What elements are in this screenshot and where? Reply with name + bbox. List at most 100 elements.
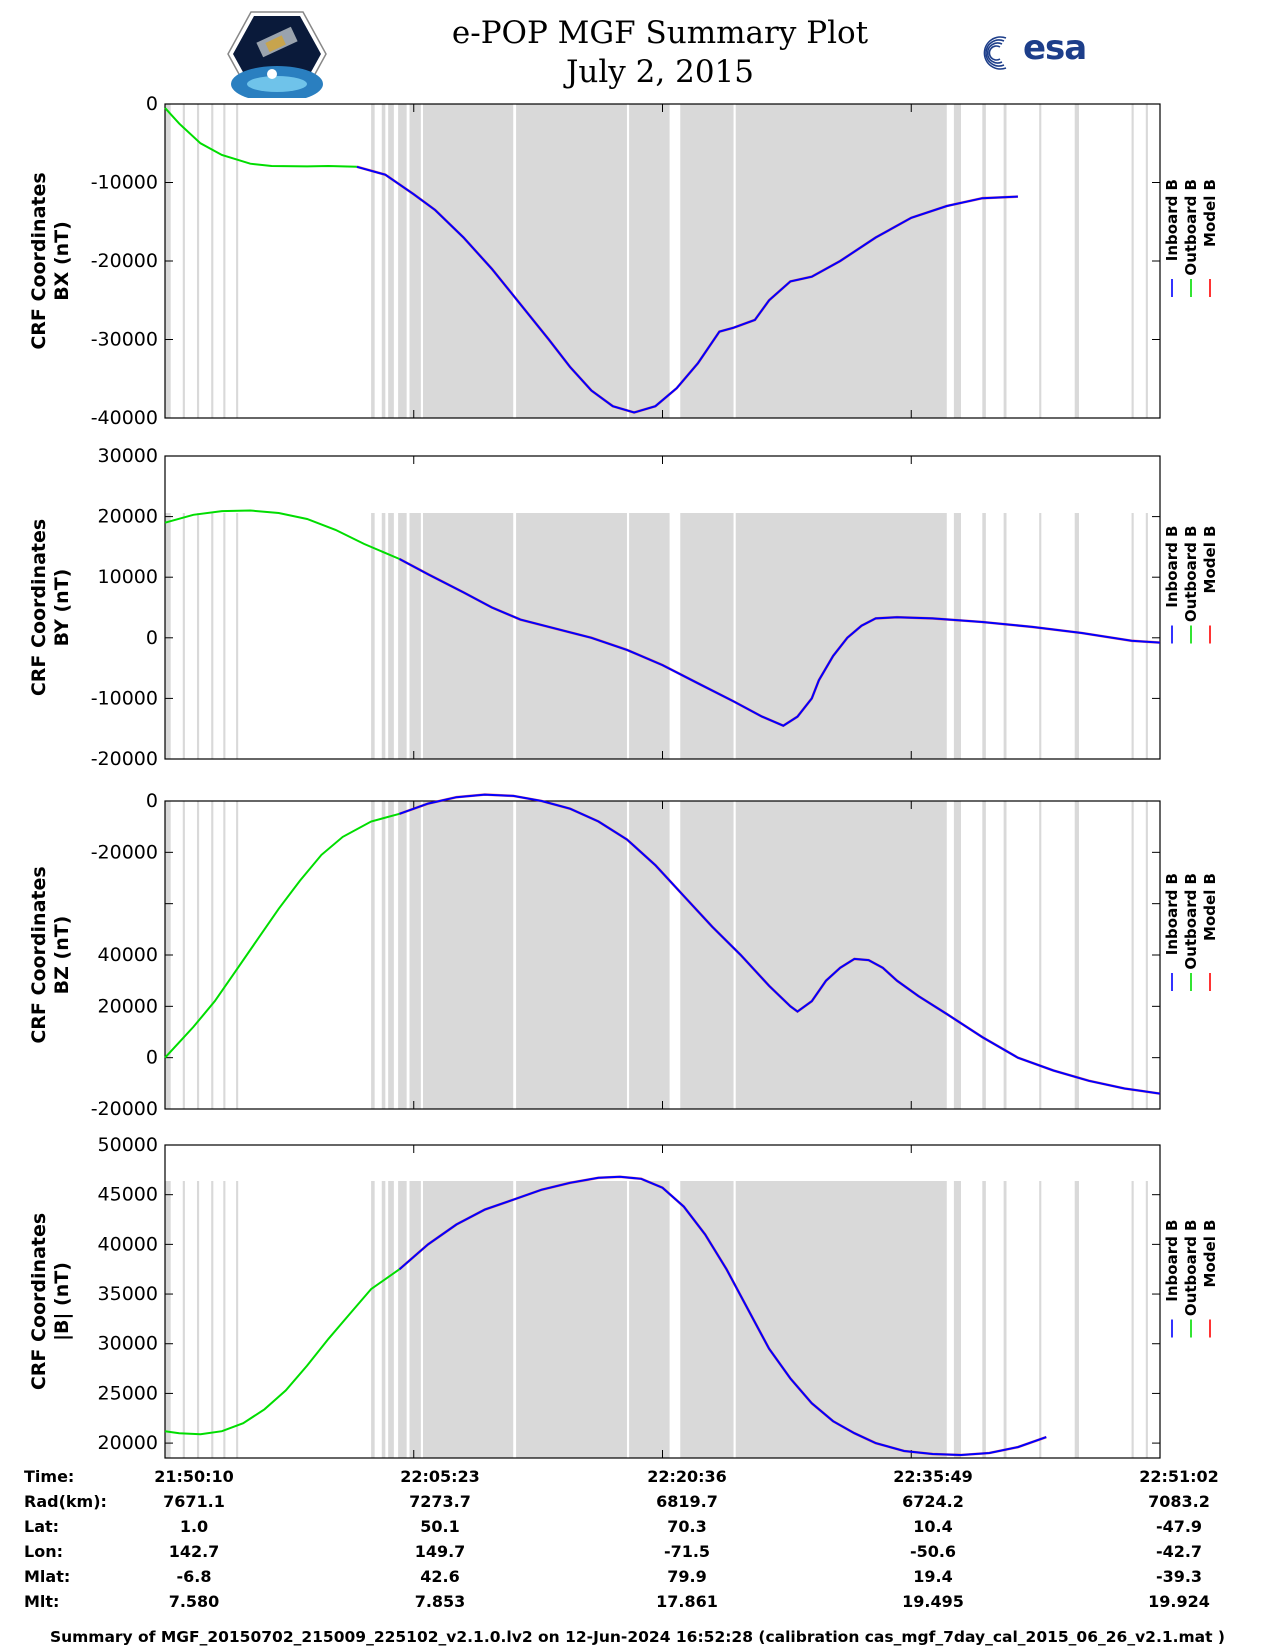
- gap-stripe: [953, 801, 961, 1109]
- gap-stripe: [1003, 801, 1007, 1109]
- gap-stripe: [1131, 801, 1134, 1109]
- gap-stripe: [669, 801, 677, 1109]
- legend-label: Model B: [1201, 179, 1219, 247]
- gap-stripe: [1039, 513, 1042, 759]
- info-value: 7273.7: [409, 1492, 471, 1511]
- gap-stripe: [626, 513, 630, 759]
- info-value: 79.9: [667, 1567, 707, 1586]
- gap-stripe: [236, 801, 239, 1109]
- y-axis-label: BZ (nT): [51, 916, 73, 995]
- y-tick-label: 0: [146, 627, 158, 649]
- y-tick-label: 35000: [98, 1283, 158, 1305]
- legend-label: Inboard B: [1163, 179, 1181, 261]
- info-row-mlat: Mlat: -6.8 42.6 79.9 19.4 -39.3: [22, 1567, 1262, 1591]
- gap-stripe: [182, 801, 185, 1109]
- gap-stripe: [1131, 1181, 1134, 1458]
- y-axis-label: CRF Coordinates: [28, 866, 50, 1043]
- y-tick-label: 20000: [98, 1432, 158, 1454]
- gap-stripe: [393, 1181, 399, 1458]
- gap-stripe: [1131, 513, 1134, 759]
- y-tick-label: -20000: [91, 250, 158, 272]
- gap-stripe: [374, 801, 382, 1109]
- gap-stripe: [626, 104, 630, 418]
- gap-stripe: [953, 1181, 961, 1458]
- legend-label: Inboard B: [1163, 873, 1181, 955]
- info-row-rad: Rad(km): 7671.1 7273.7 6819.7 6724.2 708…: [22, 1492, 1262, 1516]
- gap-stripe: [982, 1181, 986, 1458]
- footer-caption: Summary of MGF_20150702_215009_225102_v2…: [49, 1628, 1226, 1646]
- info-value: -50.6: [909, 1542, 957, 1561]
- info-value: 6724.2: [902, 1492, 964, 1511]
- info-value: 21:50:10: [154, 1467, 234, 1486]
- gap-stripe: [513, 513, 517, 759]
- gap-stripe: [982, 513, 986, 759]
- legend-label: Outboard B: [1182, 873, 1200, 970]
- gap-stripe: [733, 104, 736, 418]
- outboard-series: [164, 1268, 401, 1436]
- gap-stripe: [1039, 104, 1042, 418]
- legend-label: Model B: [1201, 1220, 1219, 1288]
- gap-stripe: [223, 513, 226, 759]
- info-label: Rad(km):: [24, 1492, 107, 1511]
- legend-label: Inboard B: [1163, 526, 1181, 608]
- gap-stripe: [236, 104, 239, 418]
- gap-stripe: [393, 801, 399, 1109]
- y-tick-label: -40000: [91, 407, 158, 429]
- gap-stripe: [1145, 513, 1148, 759]
- gap-stripe: [196, 1181, 200, 1458]
- y-axis-label: BX (nT): [51, 221, 73, 301]
- gap-stripe: [182, 513, 185, 759]
- info-value: 7083.2: [1148, 1492, 1210, 1511]
- gap-shading: [680, 1181, 947, 1458]
- gap-stripe: [374, 104, 382, 418]
- gap-stripe: [420, 513, 423, 759]
- info-value: -39.3: [1155, 1567, 1203, 1586]
- gap-stripe: [182, 104, 185, 418]
- gap-stripe: [1131, 104, 1134, 418]
- gap-stripe: [1074, 801, 1079, 1109]
- gap-stripe: [513, 1181, 517, 1458]
- outboard-series: [164, 812, 400, 1059]
- info-label: Mlat:: [24, 1567, 71, 1586]
- info-row-lat: Lat: 1.0 50.1 70.3 10.4 -47.9: [22, 1517, 1262, 1541]
- gap-stripe: [385, 801, 389, 1109]
- gap-stripe: [223, 104, 226, 418]
- info-value: 70.3: [667, 1517, 707, 1536]
- gap-stripe: [1039, 801, 1042, 1109]
- y-tick-label: 45000: [98, 1184, 158, 1206]
- gap-stripe: [1074, 104, 1079, 418]
- info-value: 22:20:36: [647, 1467, 727, 1486]
- info-value: 22:35:49: [893, 1467, 973, 1486]
- y-tick-label: -20000: [91, 748, 158, 770]
- gap-stripe: [393, 513, 399, 759]
- info-value: 10.4: [913, 1517, 953, 1536]
- inboard-series: [356, 165, 1018, 414]
- info-value: -42.7: [1155, 1542, 1203, 1561]
- info-value: 42.6: [420, 1567, 460, 1586]
- gap-stripe: [513, 104, 517, 418]
- esa-logo-text: esa: [1023, 28, 1087, 68]
- y-tick-label: 40000: [98, 1233, 158, 1255]
- y-tick-label: 30000: [98, 445, 158, 467]
- gap-stripe: [211, 104, 214, 418]
- info-value: -71.5: [663, 1542, 711, 1561]
- info-value: 7671.1: [163, 1492, 225, 1511]
- info-row-time: Time: 21:50:10 22:05:23 22:20:36 22:35:4…: [22, 1467, 1262, 1491]
- gap-stripe: [196, 801, 200, 1109]
- title-line-2: July 2, 2015: [566, 54, 754, 90]
- info-value: 7.853: [414, 1592, 466, 1611]
- legend-label: Outboard B: [1182, 179, 1200, 276]
- gap-stripe: [982, 801, 986, 1109]
- y-tick-label: 0: [146, 790, 158, 812]
- info-label: Time:: [24, 1467, 75, 1486]
- info-value: 19.495: [902, 1592, 964, 1611]
- info-label: Lon:: [24, 1542, 63, 1561]
- gap-shading: [680, 801, 947, 1109]
- gap-stripe: [1074, 1181, 1079, 1458]
- gap-stripe: [165, 513, 171, 759]
- gap-stripe: [406, 801, 410, 1109]
- gap-stripe: [223, 1181, 226, 1458]
- gap-stripe: [1003, 104, 1007, 418]
- info-value: 142.7: [168, 1542, 220, 1561]
- y-tick-label: -10000: [91, 687, 158, 709]
